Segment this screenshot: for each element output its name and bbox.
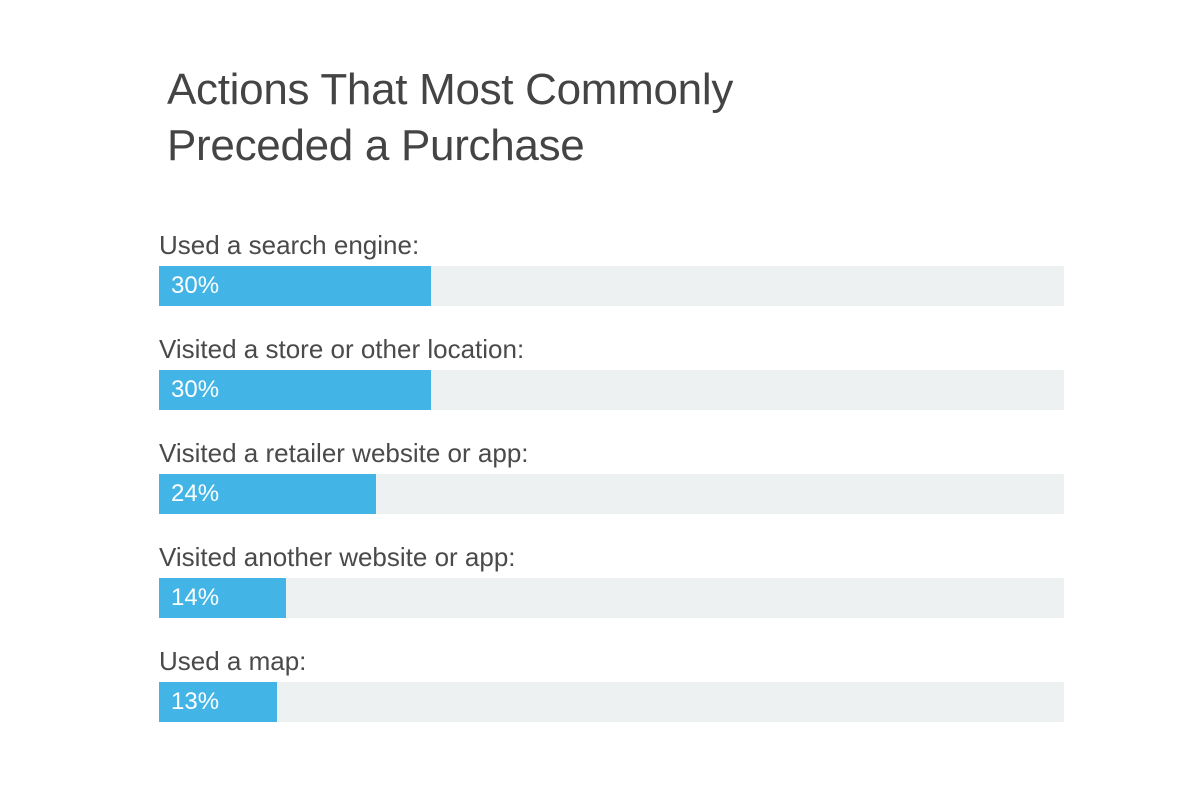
- bar-track: 14%: [159, 578, 1064, 618]
- category-label: Used a search engine:: [159, 230, 420, 260]
- chart-title: Actions That Most Commonly Preceded a Pu…: [167, 62, 967, 174]
- value-label: 30%: [171, 272, 220, 299]
- category-label: Visited another website or app:: [159, 542, 516, 572]
- bar-track: 30%: [159, 370, 1064, 410]
- bar-row-map: Used a map: 13%: [159, 636, 1064, 740]
- value-label: 14%: [171, 584, 220, 611]
- bar: 13%: [159, 682, 277, 722]
- category-label: Visited a retailer website or app:: [159, 438, 529, 468]
- chart-title-line-1: Actions That Most Commonly: [167, 65, 734, 114]
- bar-rows: Used a search engine: 30% Visited a store …: [159, 220, 1064, 740]
- bar-track: 13%: [159, 682, 1064, 722]
- bar-track: 24%: [159, 474, 1064, 514]
- bar: 14%: [159, 578, 286, 618]
- category-label: Used a map:: [159, 646, 307, 676]
- bar-row-search-engine: Used a search engine: 30%: [159, 220, 1064, 324]
- value-label: 24%: [171, 480, 220, 507]
- bar: 30%: [159, 266, 431, 306]
- category-label: Visited a store or other location:: [159, 334, 525, 364]
- value-label: 30%: [171, 376, 220, 403]
- bar-track: 30%: [159, 266, 1064, 306]
- bar-row-store-or-location: Visited a store or other location: 30%: [159, 324, 1064, 428]
- bar: 30%: [159, 370, 431, 410]
- bar-row-other-site-or-app: Visited another website or app: 14%: [159, 532, 1064, 636]
- bar: 24%: [159, 474, 377, 514]
- chart-title-line-2: Preceded a Purchase: [167, 121, 585, 170]
- bar-row-retailer-site-or-app: Visited a retailer website or app: 24%: [159, 428, 1064, 532]
- value-label: 13%: [171, 688, 220, 715]
